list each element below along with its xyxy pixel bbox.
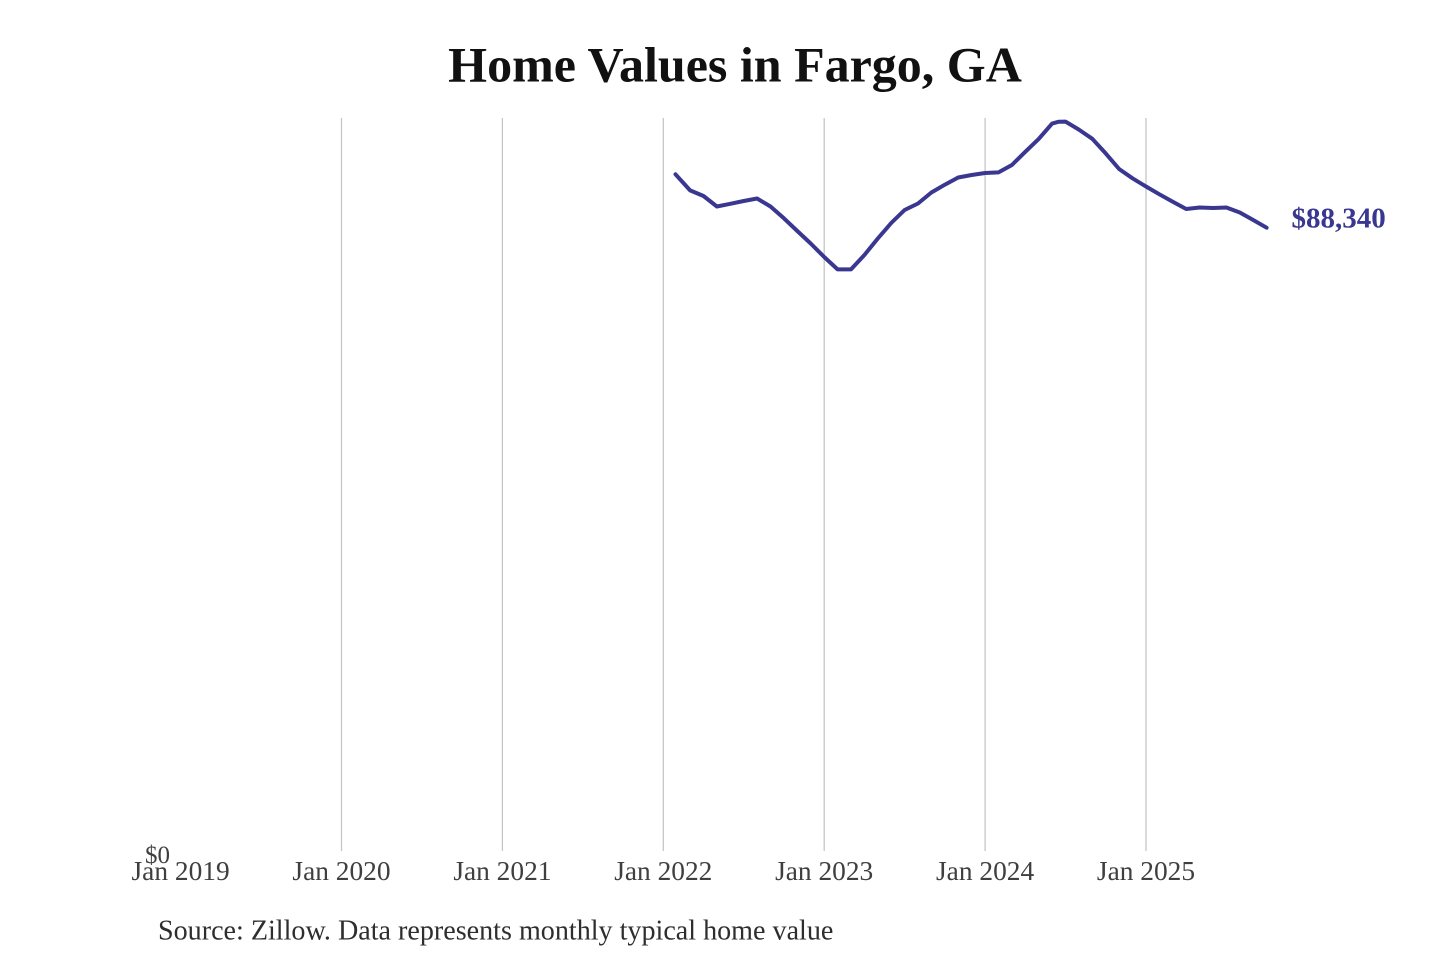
svg-text:Jan 2021: Jan 2021 (453, 856, 551, 886)
svg-text:Jan 2025: Jan 2025 (1097, 856, 1195, 886)
svg-text:Source: Zillow. Data represent: Source: Zillow. Data represents monthly … (158, 916, 833, 947)
svg-text:$0: $0 (145, 842, 170, 869)
svg-text:Jan 2019: Jan 2019 (132, 856, 230, 886)
svg-text:Home Values in Fargo, GA: Home Values in Fargo, GA (448, 37, 1022, 93)
svg-text:Jan 2024: Jan 2024 (936, 856, 1034, 886)
svg-text:$88,340: $88,340 (1292, 203, 1386, 235)
svg-text:Jan 2022: Jan 2022 (614, 856, 712, 886)
svg-text:Jan 2023: Jan 2023 (775, 856, 873, 886)
svg-text:Jan 2020: Jan 2020 (292, 856, 390, 886)
